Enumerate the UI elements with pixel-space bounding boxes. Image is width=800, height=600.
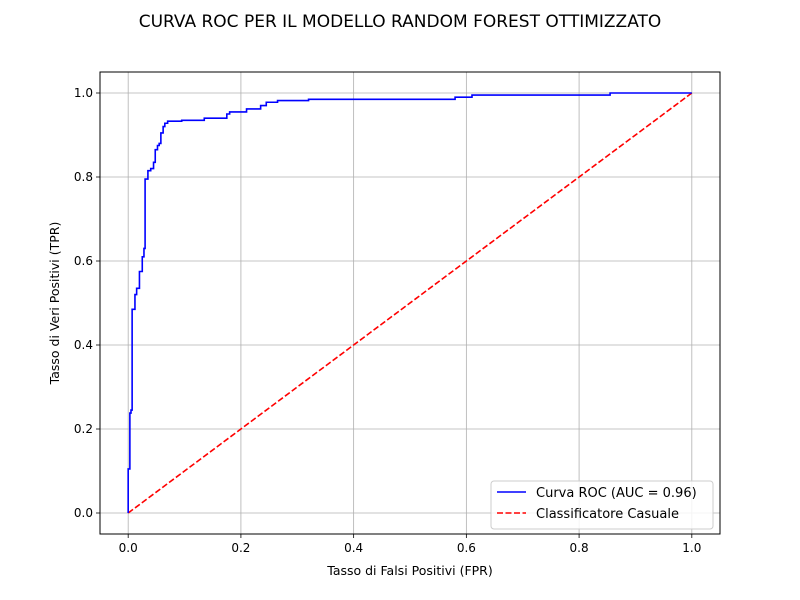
x-tick-label: 0.2 [231, 541, 250, 555]
chart-legend: Curva ROC (AUC = 0.96) Classificatore Ca… [490, 480, 714, 530]
y-tick-label: 0.2 [74, 422, 93, 436]
random-classifier-line [127, 92, 693, 514]
x-tick-label: 0.4 [344, 541, 363, 555]
y-tick-label: 1.0 [74, 86, 93, 100]
legend-label-roc: Curva ROC (AUC = 0.96) [536, 486, 697, 501]
series-layer [127, 92, 693, 514]
y-tick-label: 0.0 [74, 506, 93, 520]
legend-box [490, 480, 714, 530]
x-tick-label: 1.0 [682, 541, 701, 555]
y-tick-label: 0.6 [74, 254, 93, 268]
y-axis-label: Tasso di Veri Positivi (TPR) [47, 222, 62, 386]
axis-ticks: 0.0 0.2 0.4 0.6 0.8 1.0 0.0 0.2 0.4 0.6 0.8 1.0 [74, 86, 701, 555]
x-tick-label: 0.0 [119, 541, 138, 555]
chart-title: CURVA ROC PER IL MODELLO RANDOM FOREST O… [139, 12, 662, 32]
x-axis-label: Tasso di Falsi Positivi (FPR) [326, 563, 493, 578]
plot-area-frame [99, 71, 721, 535]
x-tick-label: 0.6 [457, 541, 476, 555]
legend-label-random: Classificatore Casuale [536, 507, 679, 522]
roc-curve-line [127, 92, 692, 513]
grid-lines [100, 72, 720, 534]
y-tick-label: 0.8 [74, 170, 93, 184]
y-tick-label: 0.4 [74, 338, 93, 352]
x-tick-label: 0.8 [570, 541, 589, 555]
